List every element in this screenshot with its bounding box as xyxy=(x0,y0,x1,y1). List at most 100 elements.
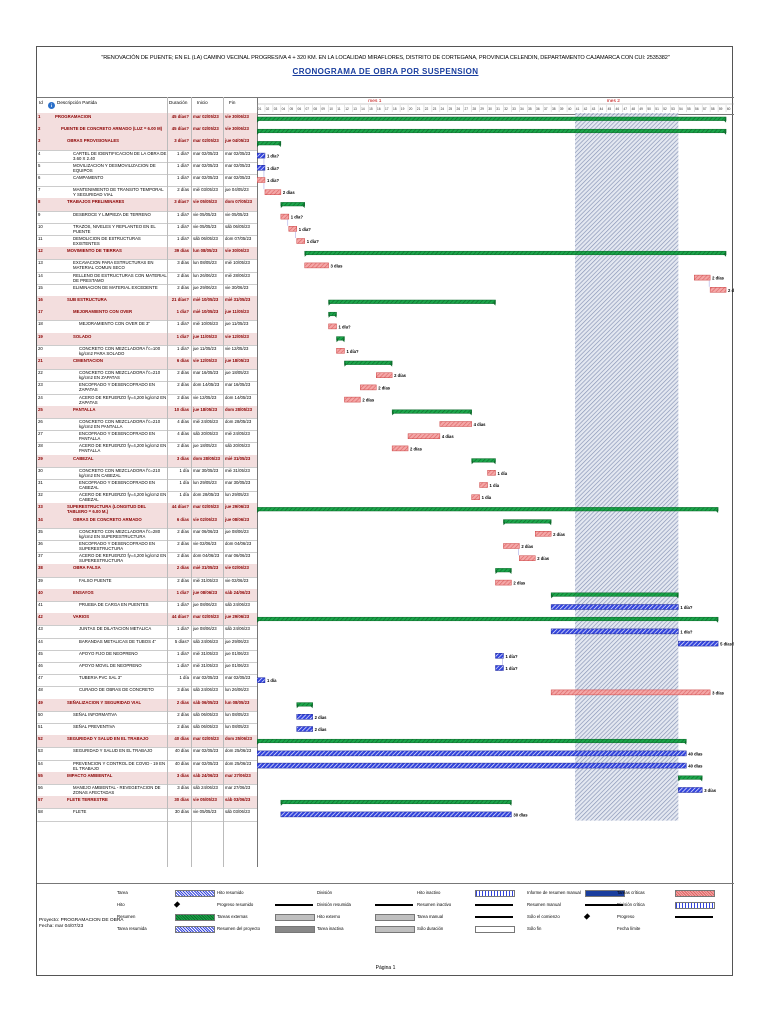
summary-end-cap xyxy=(334,312,337,318)
day-tick-label: 12 xyxy=(345,107,349,111)
task-row[interactable]: 37 ACERO DE REFUERZO fy=4,200 kg/cm2 EN S… xyxy=(37,552,257,566)
task-row[interactable]: 6 CAMPAMENTO 1 día? mar 02/05/23 mar 02/05/2… xyxy=(37,174,257,188)
task-row[interactable]: 55 IMPACTO AMBIENTAL 3 días sáb 24/06/23 mar… xyxy=(37,771,257,785)
day-tick-label: 34 xyxy=(520,107,524,111)
task-row[interactable]: 10 TRAZOS, NIVELES Y REPLANTEO EN EL PUEN… xyxy=(37,223,257,236)
day-tick-label: 11 xyxy=(337,107,341,111)
task-row[interactable]: 2 PUENTE DE CONCRETO ARMADO (LUZ = 6.00 M… xyxy=(37,125,257,139)
task-row[interactable]: 3 OBRAS PROVISIONALES 3 días? mar 02/05/23 j… xyxy=(37,137,257,151)
task-row[interactable]: 36 ENCOFRADO Y DESENCOFRADO EN SUPERESTRU… xyxy=(37,540,257,554)
task-row[interactable]: 7 MANTENIMIENTO DE TRANSITO TEMPORAL Y SE… xyxy=(37,186,257,200)
task-duration: 2 días xyxy=(177,541,189,546)
task-start: dom 14/05/23 xyxy=(193,382,220,388)
task-row[interactable]: 8 TRABAJOS PRELIMINARES 3 días? vie 05/05/2… xyxy=(37,198,257,212)
task-row[interactable]: 14 RELLENO DE ESTRUCTURAS CON MATERIAL DE… xyxy=(37,272,257,285)
task-row[interactable]: 52 SEGURIDAD Y SALUD EN EL TRABAJO 40 días… xyxy=(37,735,257,749)
task-row[interactable]: 29 CABEZAL 3 días dom 28/05/23 mié 31/05/23 xyxy=(37,454,257,468)
task-row[interactable]: 33 SUPERESTRUCTURA (LONGITUD DEL TABLERO … xyxy=(37,503,257,517)
legend-swatch xyxy=(375,890,413,895)
task-row[interactable]: 15 ELIMINACION DE MATERIAL EXCEDENTE 2 día… xyxy=(37,284,257,297)
task-row[interactable]: 44 BARANDAS METALICAS DE TUBOS 4" 5 días? s… xyxy=(37,638,257,651)
task-duration: 2 días xyxy=(177,382,189,388)
task-row[interactable]: 43 JUNTAS DE DILATACION METALICA 1 día? jue… xyxy=(37,625,257,639)
task-start: sáb 24/06/23 xyxy=(193,687,218,693)
task-row[interactable]: 22 CONCRETO CON MEZCLADORA f'c=210 kg/cm2… xyxy=(37,369,257,383)
task-row[interactable]: 28 ACERO DE REFUERZO fy=4,200 kg/cm2 EN P… xyxy=(37,442,257,456)
task-id: 58 xyxy=(38,809,43,815)
day-tick-label: 54 xyxy=(679,107,683,111)
task-row[interactable]: 12 MOVIMIENTO DE TIERRAS 39 días lun 08/05/… xyxy=(37,247,257,261)
task-row[interactable]: 58 FLETE 30 días vie 05/05/23 sáb 03/06/23 xyxy=(37,808,257,822)
task-name: CONCRETO CON MEZCLADORA f'c=280 kg/cm2 E… xyxy=(79,528,161,539)
task-name: IMPACTO AMBIENTAL xyxy=(67,772,113,778)
task-id: 15 xyxy=(38,284,43,290)
task-row[interactable]: 38 OBRA FALSA 2 días mié 31/05/23 vie 02/06/… xyxy=(37,564,257,578)
task-row[interactable]: 13 EXCAVACION PARA ESTRUCTURAS EN MATERIA… xyxy=(37,259,257,273)
task-start: mar 02/05/23 xyxy=(193,138,219,144)
task-row[interactable]: 54 PREVENCION Y CONTROL DE COVID - 19 EN … xyxy=(37,760,257,773)
task-name: ENCOFRADO Y DESENCOFRADO EN PANTALLA xyxy=(79,431,156,442)
task-row[interactable]: 5 MOVILIZACION Y DESMOVILIZACION DE EQUIP… xyxy=(37,162,257,175)
task-row[interactable]: 46 APOYO MOVIL DE NEOPRENO 1 día? mié 31/05… xyxy=(37,662,257,676)
day-tick-label: 60 xyxy=(727,107,731,111)
task-row[interactable]: 26 CONCRETO CON MEZCLADORA f'c=210 kg/cm2… xyxy=(37,418,257,432)
task-start: mié 31/05/23 xyxy=(193,650,218,656)
legend-label: Tarea inactiva xyxy=(317,926,344,931)
task-row[interactable]: 1 PROGRAMACION 45 días? mar 02/05/23 vie 30/… xyxy=(37,113,257,127)
task-row[interactable]: 57 FLETE TERRESTRE 30 días vie 05/05/23 sáb … xyxy=(37,796,257,810)
task-row[interactable]: 49 SEÑALIZACION Y SEGURIDAD VIAL 2 días sáb… xyxy=(37,698,257,712)
task-duration: 1 día? xyxy=(177,626,189,632)
task-row[interactable]: 47 TUBERIA PVC SAL 3" 1 día mar 02/05/23 mar… xyxy=(37,674,257,688)
task-row[interactable]: 25 PANTALLA 10 días jue 18/05/23 dom 28/05/2… xyxy=(37,405,257,419)
task-row[interactable]: 9 DESBROCE Y LIMPIEZA DE TERRENO 1 día? vie… xyxy=(37,211,257,224)
task-bar xyxy=(503,543,520,549)
task-row[interactable]: 40 ENSAYOS 1 día? jue 08/06/23 sáb 24/06/23 xyxy=(37,588,257,602)
task-row[interactable]: 34 OBRAS DE CONCRETO ARMADO 6 días vie 02/0… xyxy=(37,515,257,529)
task-row[interactable]: 18 MEJORAMIENTO CON OVER DE 3" 1 día? mié 1… xyxy=(37,320,257,334)
task-bar xyxy=(709,287,727,293)
day-tick-label: 30 xyxy=(488,107,492,111)
task-duration: 4 días xyxy=(177,419,189,424)
day-tick-label: 22 xyxy=(425,107,429,111)
day-tick-label: 04 xyxy=(282,107,286,111)
legend-swatch xyxy=(375,926,415,933)
task-row[interactable]: 30 CONCRETO CON MEZCLADORA f'c=210 kg/cm2… xyxy=(37,467,257,480)
day-tick-label: 58 xyxy=(711,107,715,111)
task-row[interactable]: 24 ACERO DE REFUERZO fy=4,200 kg/cm2 EN Z… xyxy=(37,394,257,407)
task-row[interactable]: 53 SEGURIDAD Y SALUD EN EL TRABAJO 40 días… xyxy=(37,747,257,761)
task-bar xyxy=(257,762,687,769)
task-row[interactable]: 23 ENCOFRADO Y DESENCOFRADO EN ZAPATAS 2 d… xyxy=(37,381,257,395)
divider xyxy=(257,97,258,867)
task-start: mié 10/05/23 xyxy=(193,297,219,302)
task-duration: 2 días xyxy=(177,577,189,583)
summary-end-cap xyxy=(676,592,679,599)
task-row[interactable]: 45 APOYO FIJO DE NEOPRENO 1 día? mié 31/05/… xyxy=(37,650,257,663)
day-tick-label: 14 xyxy=(361,107,365,111)
task-row[interactable]: 27 ENCOFRADO Y DESENCOFRADO EN PANTALLA 4 … xyxy=(37,430,257,444)
summary-end-cap xyxy=(257,617,259,623)
task-row[interactable]: 19 SOLADO 1 día? jue 11/05/23 vie 12/05/23 xyxy=(37,332,257,346)
task-start: jue 11/05/23 xyxy=(193,345,217,351)
summary-end-cap xyxy=(328,300,331,306)
task-row[interactable]: 31 ENCOFRADO Y DESENCOFRADO EN CABEZAL 1 d… xyxy=(37,479,257,493)
day-tick-label: 02 xyxy=(266,107,270,111)
day-tick-label: 05 xyxy=(290,107,294,111)
task-row[interactable]: 32 ACERO DE REFUERZO fy=4,200 kg/cm2 EN C… xyxy=(37,491,257,505)
task-row[interactable]: 48 CURADO DE OBRAS DE CONCRETO 3 días sáb 2… xyxy=(37,686,257,700)
summary-end-cap xyxy=(296,702,299,709)
task-start: mié 31/05/23 xyxy=(193,577,218,583)
task-row[interactable]: 35 CONCRETO CON MEZCLADORA f'c=280 kg/cm2… xyxy=(37,528,257,541)
task-row[interactable]: 21 CIMENTACION 6 días vie 12/05/23 jue 18/05… xyxy=(37,357,257,371)
task-row[interactable]: 39 FALSO PUENTE 2 días mié 31/05/23 vie 02/0… xyxy=(37,577,257,590)
task-row[interactable]: 50 SEÑAL INFORMATIVA 2 días sáb 06/05/23 lun… xyxy=(37,711,257,724)
day-tick-label: 50 xyxy=(647,107,651,111)
legend-swatch xyxy=(173,901,181,908)
task-duration: 1 día? xyxy=(177,345,189,351)
task-row[interactable]: 42 VARIOS 44 días? mar 02/05/23 jue 29/06/23 xyxy=(37,613,257,627)
legend-swatch xyxy=(275,914,315,921)
task-row[interactable]: 17 MEJORAMIENTO CON OVER 1 día? mié 10/05/2… xyxy=(37,308,257,322)
task-name: ACERO DE REFUERZO fy=4,200 kg/cm2 EN ZAP… xyxy=(79,394,167,405)
summary-end-cap xyxy=(328,312,331,318)
task-row[interactable]: 20 CONCRETO CON MEZCLADORA f'c=100 kg/cm2… xyxy=(37,345,257,358)
task-row[interactable]: 4 CARTEL DE IDENTIFICACION DE LA OBRA DE … xyxy=(37,150,257,163)
